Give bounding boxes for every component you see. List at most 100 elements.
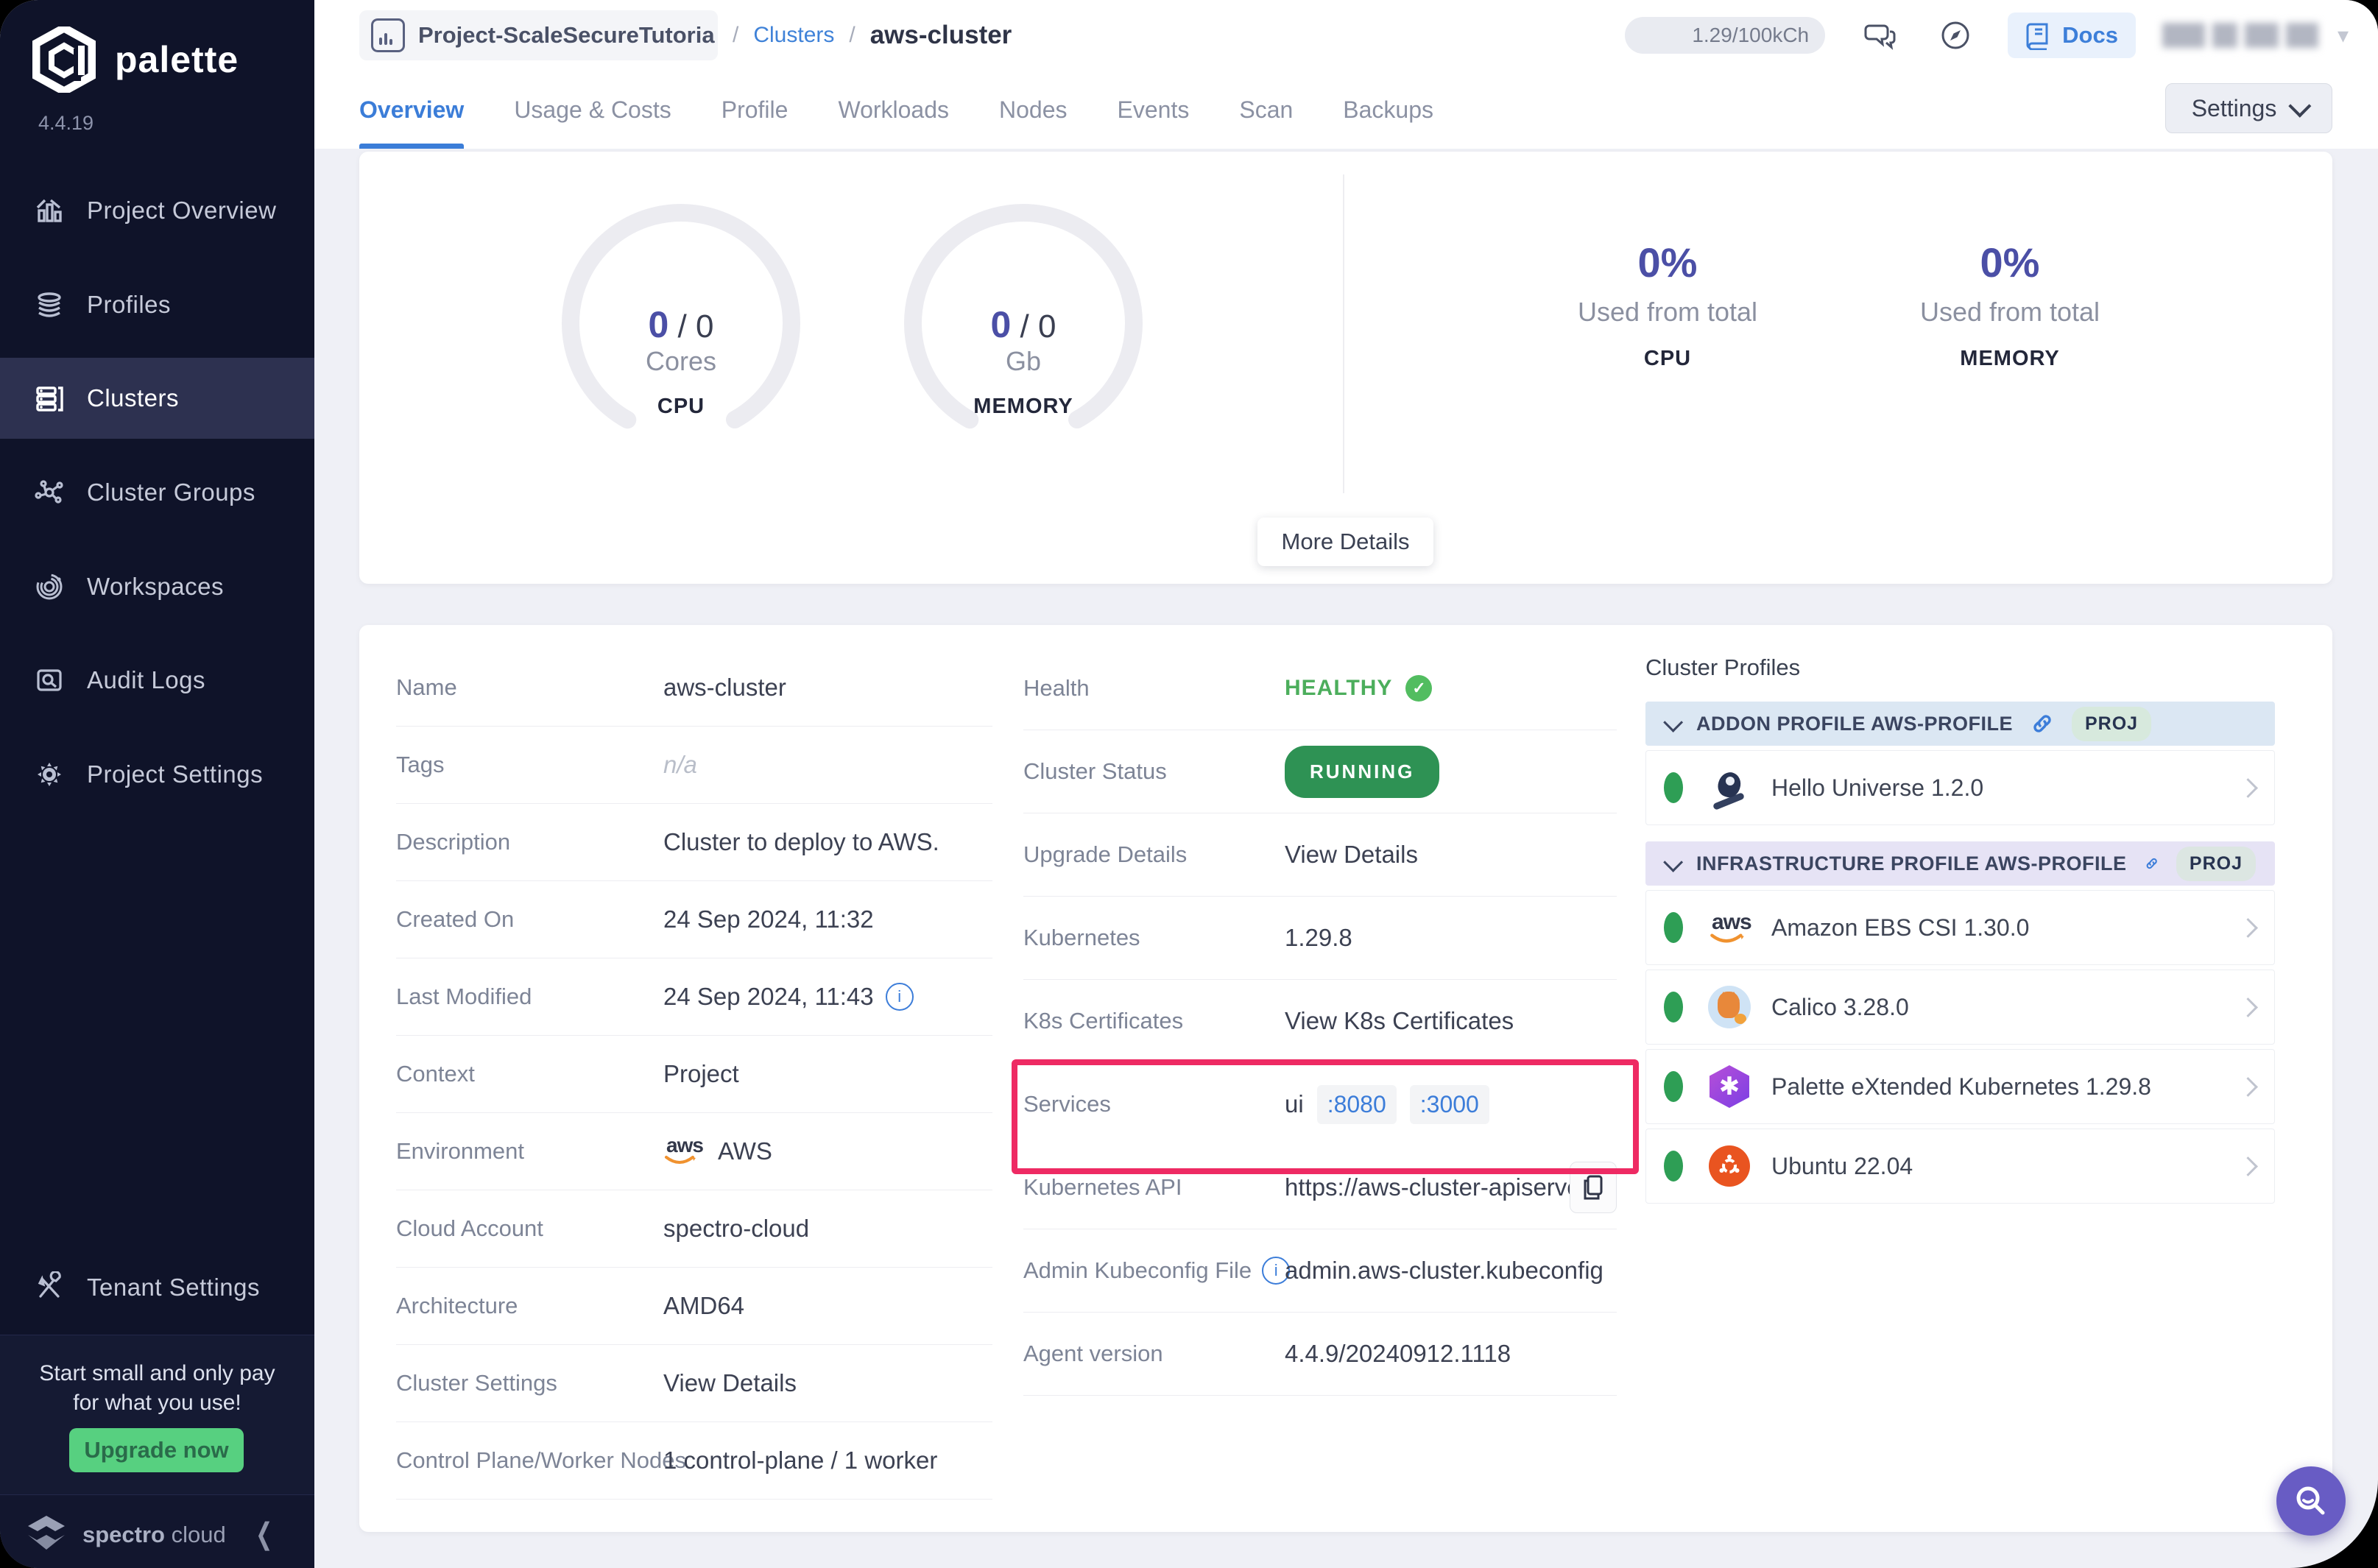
sidebar-item-project-overview[interactable]: Project Overview (0, 170, 314, 251)
cpu-usage-caption: Used from total (1577, 297, 1758, 327)
memory-gauge: 0 / 0 Gb MEMORY (902, 202, 1145, 445)
chevron-down-icon (1663, 712, 1684, 732)
chevron-right-icon (2238, 777, 2258, 798)
detail-row-cloud-account: Cloud Account spectro-cloud (396, 1190, 992, 1268)
spectro-cloud-brand: spectro cloud (82, 1522, 226, 1547)
tab-scan[interactable]: Scan (1239, 96, 1294, 123)
details-middle-column: Health HEALTHY ✓ Cluster Status RUNNING U… (1012, 647, 1639, 1396)
detail-row-name: Name aws-cluster (396, 649, 992, 727)
kubeconfig-download-link[interactable]: admin.aws-cluster.kubeconfig (1285, 1257, 1603, 1284)
brand-logo: palette (32, 27, 239, 93)
detail-row-context: Context Project (396, 1036, 992, 1113)
detail-row-health: Health HEALTHY ✓ (1023, 647, 1617, 730)
memory-gauge-label: MEMORY (973, 395, 1073, 418)
info-icon[interactable]: i (885, 983, 914, 1011)
cpu-gauge-unit: Cores (645, 346, 717, 376)
project-selector[interactable]: Project-ScaleSecureTutoria (359, 10, 718, 60)
service-port-link[interactable]: :3000 (1409, 1084, 1489, 1124)
service-port-link[interactable]: :8080 (1316, 1084, 1397, 1124)
sidebar-item-label: Clusters (87, 384, 180, 412)
detail-row-nodes: Control Plane/Worker Nodes 1 control-plan… (396, 1422, 992, 1500)
detail-row-kubernetes: Kubernetes 1.29.8 (1023, 897, 1617, 980)
status-dot (1664, 1071, 1683, 1102)
more-details-button[interactable]: More Details (1257, 518, 1433, 566)
profile-layer-hello-universe[interactable]: Hello Universe 1.2.0 (1645, 750, 2275, 825)
sidebar-item-cluster-groups[interactable]: Cluster Groups (0, 452, 314, 533)
sidebar-item-label: Tenant Settings (87, 1274, 260, 1301)
card-divider (1343, 174, 1344, 493)
ubuntu-icon (1708, 1145, 1751, 1187)
server-list-icon (32, 381, 66, 415)
tab-nodes[interactable]: Nodes (999, 96, 1068, 123)
tab-events[interactable]: Events (1117, 96, 1190, 123)
info-icon[interactable]: i (1262, 1257, 1291, 1285)
copy-icon[interactable] (1570, 1162, 1617, 1213)
detail-row-services: Services ui :8080 :3000 (1023, 1063, 1617, 1146)
details-left-column: Name aws-cluster Tags n/a Description Clust… (396, 649, 992, 1500)
book-icon (2026, 23, 2048, 50)
memory-gauge-unit: Gb (1005, 346, 1042, 376)
profile-layer-ubuntu[interactable]: Ubuntu 22.04 (1645, 1129, 2275, 1204)
breadcrumb-clusters-link[interactable]: Clusters (753, 23, 835, 47)
tab-backups[interactable]: Backups (1343, 96, 1434, 123)
sidebar-item-label: Project Overview (87, 197, 277, 224)
compass-icon[interactable] (1936, 15, 1975, 55)
sidebar-item-project-settings[interactable]: Project Settings (0, 734, 314, 815)
magnifier-smile-icon (2296, 1486, 2325, 1515)
sidebar-item-profiles[interactable]: Profiles (0, 264, 314, 345)
sidebar-item-clusters[interactable]: Clusters (0, 358, 314, 439)
log-search-icon (32, 663, 66, 697)
sidebar-item-label: Audit Logs (87, 666, 205, 693)
cluster-profiles-title: Cluster Profiles (1645, 654, 1801, 680)
tab-usage-costs[interactable]: Usage & Costs (514, 96, 671, 123)
memory-usage-label: MEMORY (1960, 347, 2060, 370)
collapse-sidebar-icon[interactable]: ❮ (255, 1518, 273, 1550)
chevron-right-icon (2238, 1156, 2258, 1176)
sidebar-item-tenant-settings[interactable]: Tenant Settings (0, 1247, 314, 1328)
help-search-fab[interactable] (2276, 1466, 2346, 1536)
tab-workloads[interactable]: Workloads (838, 96, 950, 123)
chat-icon[interactable] (1860, 15, 1900, 55)
docs-button[interactable]: Docs (2008, 13, 2136, 58)
upgrade-view-details-link[interactable]: View Details (1285, 841, 1418, 868)
detail-row-cluster-settings: Cluster Settings View Details (396, 1345, 992, 1422)
aws-icon: aws (1708, 906, 1752, 949)
detail-row-tags: Tags n/a (396, 727, 992, 804)
tab-profile[interactable]: Profile (721, 96, 788, 123)
health-status-text: HEALTHY (1285, 676, 1393, 700)
cluster-settings-view-details-link[interactable]: View Details (663, 1369, 797, 1396)
hello-universe-icon (1708, 766, 1751, 811)
sidebar-item-workspaces[interactable]: Workspaces (0, 546, 314, 627)
user-name-redacted[interactable] (2162, 23, 2318, 48)
aws-logo-icon: aws (663, 1134, 706, 1166)
memory-usage-caption: Used from total (1919, 297, 2100, 327)
detail-row-last-modified: Last Modified 24 Sep 2024, 11:43 i (396, 958, 992, 1036)
chevron-down-icon (2288, 94, 2312, 118)
addon-profile-header[interactable]: ADDON PROFILE AWS-PROFILE PROJ (1645, 702, 2275, 746)
detail-row-description: Description Cluster to deploy to AWS. (396, 804, 992, 881)
memory-gauge-value: 0 / 0 (990, 304, 1056, 345)
profile-layer-palette-extended-kubernetes[interactable]: ✱ Palette eXtended Kubernetes 1.29.8 (1645, 1049, 2275, 1124)
addon-profile-heading: ADDON PROFILE AWS-PROFILE (1696, 712, 2013, 735)
tab-overview[interactable]: Overview (359, 71, 465, 149)
status-dot (1664, 1151, 1683, 1182)
status-dot (1664, 912, 1683, 943)
user-menu-chevron-icon[interactable]: ▾ (2337, 23, 2349, 48)
upgrade-now-button[interactable]: Upgrade now (69, 1428, 244, 1472)
sidebar: palette 4.4.19 Project Overview Profiles… (0, 0, 314, 1568)
detail-row-admin-kubeconfig: Admin Kubeconfig File i admin.aws-cluster… (1023, 1229, 1617, 1313)
profile-layer-calico[interactable]: Calico 3.28.0 (1645, 970, 2275, 1045)
link-icon (2033, 715, 2051, 732)
profile-layer-amazon-ebs-csi[interactable]: aws Amazon EBS CSI 1.30.0 (1645, 890, 2275, 965)
view-k8s-certificates-link[interactable]: View K8s Certificates (1285, 1007, 1514, 1034)
detail-row-kubernetes-api: Kubernetes API https://aws-cluster-apise… (1023, 1146, 1617, 1229)
settings-dropdown-button[interactable]: Settings (2165, 83, 2332, 133)
sidebar-item-audit-logs[interactable]: Audit Logs (0, 640, 314, 721)
detail-row-architecture: Architecture AMD64 (396, 1268, 992, 1345)
chevron-right-icon (2238, 917, 2258, 938)
sidebar-footer: spectro cloud ❮ (0, 1494, 314, 1568)
cpu-usage-percent: 0% (1637, 239, 1698, 286)
gear-icon (32, 757, 66, 791)
infrastructure-profile-header[interactable]: INFRASTRUCTURE PROFILE AWS-PROFILE PROJ (1645, 841, 2275, 886)
